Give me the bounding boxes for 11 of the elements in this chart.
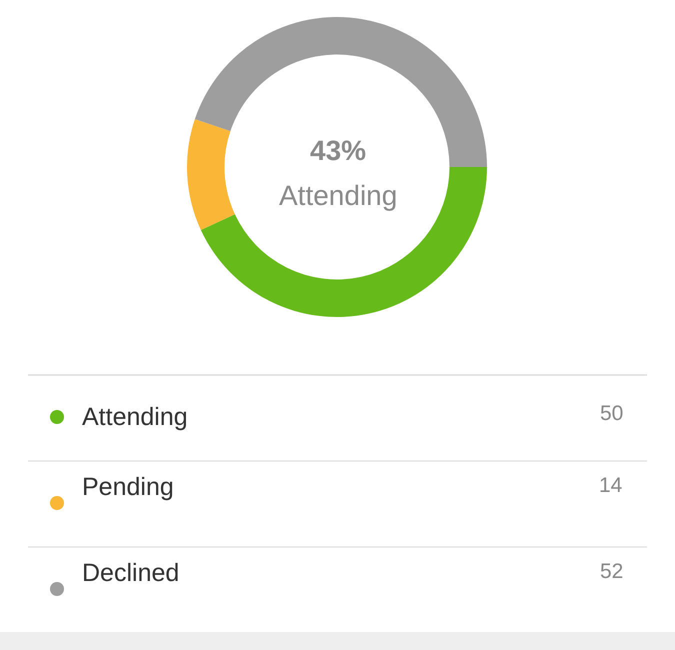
donut-slice	[200, 167, 487, 317]
legend-label: Attending	[82, 403, 188, 431]
legend-label: Declined	[82, 559, 180, 587]
text: 43%	[310, 135, 366, 166]
text: Attending	[279, 180, 398, 211]
donut-slice	[187, 119, 235, 230]
legend-label: Pending	[82, 473, 174, 501]
donut-slice	[194, 17, 487, 167]
data-label: 50	[600, 402, 624, 425]
data-label: 52	[600, 560, 624, 583]
data-label: 14	[599, 474, 623, 497]
